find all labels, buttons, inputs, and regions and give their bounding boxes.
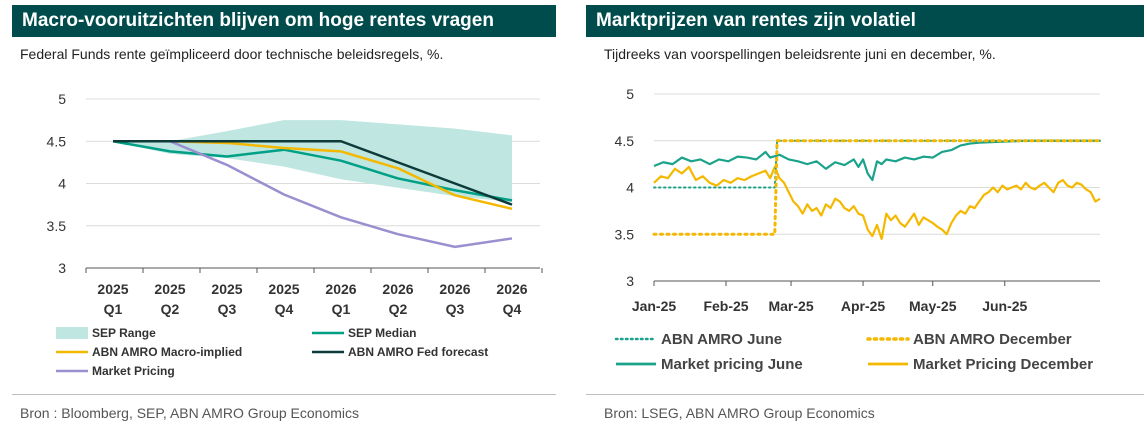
left-chart-title: Macro-vooruitzichten blijven om hoge ren… — [12, 5, 556, 37]
right-source-divider — [586, 394, 1144, 395]
x-tick-label: Feb-25 — [703, 298, 748, 314]
legend-label: ABN AMRO Macro-implied — [92, 345, 242, 359]
y-tick-label: 3.5 — [615, 226, 635, 242]
legend-swatch — [56, 327, 88, 339]
y-tick-label: 3 — [58, 260, 66, 276]
y-tick-label: 4 — [626, 180, 634, 196]
x-tick-label-year: 2025 — [211, 281, 242, 297]
right-chart-plot: 3 3.5 4 4.5 5 Jan-25 Feb-25 Mar-25 Apr-25 May-25 J… — [615, 86, 1102, 373]
left-chart-source: Bron : Bloomberg, SEP, ABN AMRO Group Ec… — [20, 405, 360, 421]
legend-label: Market pricing June — [661, 356, 803, 373]
x-tick-label-year: 2025 — [268, 281, 299, 297]
left-chart-panel: Macro-vooruitzichten blijven om hoge ren… — [0, 0, 568, 426]
y-tick-label: 3.5 — [47, 218, 67, 234]
series-line-abn-amro-december — [652, 139, 1102, 236]
right-chart-panel: Marktprijzen van rentes zijn volatiel Ti… — [586, 0, 1147, 426]
legend-label: ABN AMRO June — [661, 331, 782, 348]
left-chart-subtitle: Federal Funds rente geïmpliceerd door te… — [20, 46, 444, 62]
x-tick-label-year: 2026 — [496, 281, 527, 297]
right-chart-subtitle: Tijdreeks van voorspellingen beleidsrent… — [604, 46, 996, 62]
x-tick-label-quarter: Q1 — [332, 301, 351, 317]
y-tick-label: 4.5 — [615, 133, 635, 149]
x-tick-label-quarter: Q3 — [446, 301, 465, 317]
legend-label: Market Pricing — [92, 364, 175, 378]
series-line-market-pricing-december — [653, 165, 1101, 241]
right-chart-source: Bron: LSEG, ABN AMRO Group Economics — [604, 405, 875, 421]
x-tick-label-year: 2026 — [325, 281, 356, 297]
series-line-abn-amro-fed-forecast — [113, 140, 513, 206]
x-tick-label-quarter: Q3 — [218, 301, 237, 317]
y-tick-label: 5 — [626, 86, 634, 102]
x-tick-label-year: 2026 — [439, 281, 470, 297]
x-tick-label-year: 2025 — [154, 281, 185, 297]
x-tick-label-quarter: Q4 — [275, 301, 294, 317]
legend-label: SEP Median — [348, 326, 416, 340]
left-chart-plot: 3 3.5 4 4.5 5 2025 Q1 2025 Q2 2025 Q3 2025 Q4 2026 Q1 2… — [47, 91, 543, 378]
left-source-divider — [12, 394, 556, 395]
legend-label: ABN AMRO Fed forecast — [348, 345, 488, 359]
x-tick-label: Apr-25 — [841, 298, 886, 314]
x-tick-label: Mar-25 — [768, 298, 813, 314]
x-tick-label: May-25 — [909, 298, 957, 314]
series-line-market-pricing — [113, 140, 513, 249]
legend-label: SEP Range — [92, 326, 156, 340]
legend-label: ABN AMRO December — [913, 331, 1072, 348]
right-chart-title: Marktprijzen van rentes zijn volatiel — [586, 5, 1144, 37]
x-tick-label-year: 2025 — [97, 281, 128, 297]
legend-label: Market Pricing December — [913, 356, 1093, 373]
x-tick-label: Jan-25 — [632, 298, 677, 314]
y-tick-label: 4.5 — [47, 133, 67, 149]
series-line-sep-median — [112, 140, 513, 202]
x-tick-label-quarter: Q2 — [389, 301, 408, 317]
x-tick-label: Jun-25 — [982, 298, 1027, 314]
x-tick-label-quarter: Q2 — [161, 301, 180, 317]
y-tick-label: 4 — [58, 176, 66, 192]
x-tick-label-quarter: Q1 — [104, 301, 123, 317]
y-tick-label: 3 — [626, 273, 634, 289]
x-tick-label-quarter: Q4 — [503, 301, 522, 317]
y-tick-label: 5 — [58, 91, 66, 107]
series-line-market-pricing-june — [653, 139, 1100, 182]
x-tick-label-year: 2026 — [382, 281, 413, 297]
